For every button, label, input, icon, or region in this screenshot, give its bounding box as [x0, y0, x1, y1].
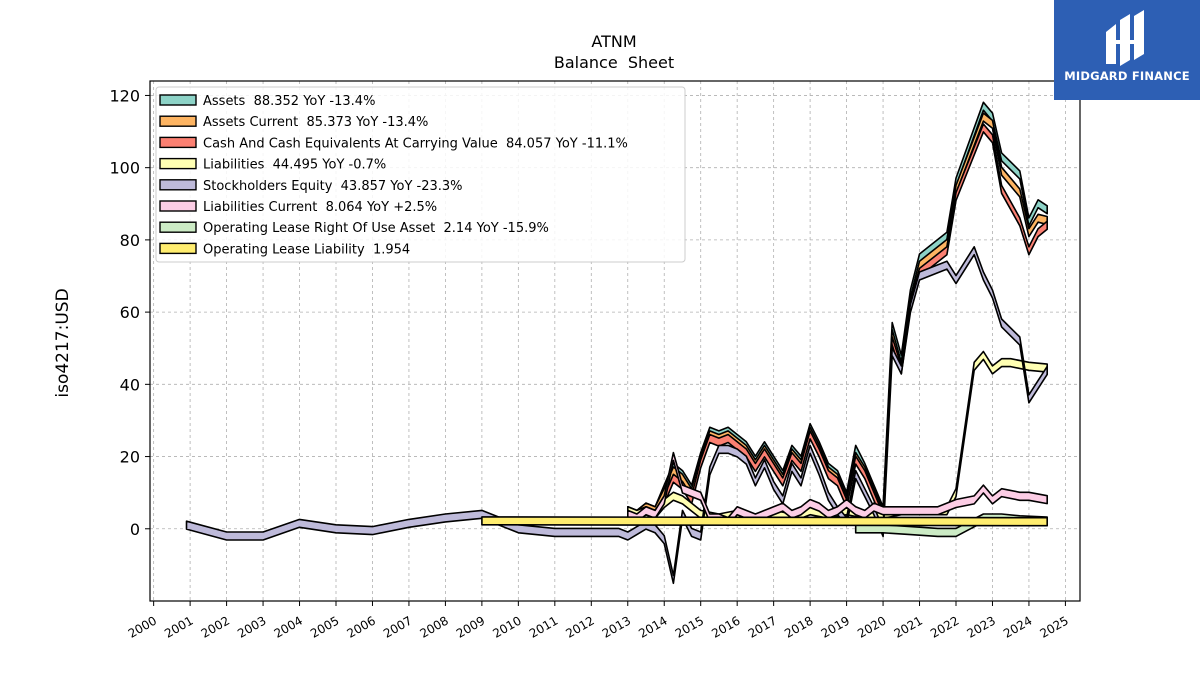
- legend-entry: Liabilities Current 8.064 YoY +2.5%: [203, 200, 437, 215]
- legend-entry: Operating Lease Liability 1.954: [203, 242, 410, 257]
- x-tick-label: 2014: [636, 613, 669, 640]
- series-band-1: [627, 112, 1048, 520]
- series-band-4: [185, 246, 1048, 585]
- series-band-7: [481, 516, 1048, 527]
- x-tick-label: 2021: [892, 613, 925, 640]
- y-tick-label: 100: [109, 159, 140, 178]
- x-tick-label: 2024: [1001, 613, 1034, 640]
- chart-title: ATNM: [591, 32, 636, 51]
- series-group: [185, 101, 1048, 585]
- legend-entry: Operating Lease Right Of Use Asset 2.14 …: [203, 221, 549, 236]
- legend-box: [155, 86, 686, 263]
- x-tick-label: 2025: [1037, 613, 1070, 640]
- x-tick-label: 2023: [965, 613, 998, 640]
- x-tick-label: 2007: [381, 613, 414, 640]
- legend-swatch: [159, 94, 197, 106]
- legend-swatch: [159, 115, 197, 127]
- x-tick-label: 2018: [782, 613, 815, 640]
- plot-frame: [149, 80, 1081, 602]
- y-tick-label: 120: [109, 86, 140, 105]
- x-tick-label: 2019: [819, 613, 852, 640]
- x-tick-label: 2003: [235, 613, 268, 640]
- x-tick-label: 2006: [345, 613, 378, 640]
- legend-entry: Assets 88.352 YoY -13.4%: [203, 94, 375, 109]
- legend-swatch: [159, 221, 197, 233]
- x-tick-label: 2005: [308, 613, 341, 640]
- x-tick-label: 2011: [527, 613, 560, 640]
- x-tick-label: 2009: [454, 613, 487, 640]
- legend-swatch: [159, 242, 197, 255]
- legend-swatch: [159, 157, 197, 170]
- legend-swatch: [159, 179, 197, 191]
- legend-entry: Cash And Cash Equivalents At Carrying Va…: [203, 136, 628, 151]
- x-tick-label: 2022: [928, 613, 961, 640]
- x-tick-label: 2015: [673, 613, 706, 640]
- legend-swatch: [159, 200, 197, 212]
- legend-swatch: [159, 136, 197, 149]
- y-axis-label: iso4217:USD: [53, 288, 73, 397]
- y-tick-label: 40: [120, 375, 140, 394]
- x-tick-label: 2008: [417, 613, 450, 640]
- y-tick-label: 20: [120, 448, 140, 467]
- x-tick-label: 2000: [126, 613, 159, 640]
- x-tick-label: 2016: [709, 613, 742, 640]
- x-tick-label: 2013: [600, 613, 633, 640]
- brand-name: MIDGARD FINANCE: [1064, 69, 1190, 83]
- brand-logo: MIDGARD FINANCE: [1054, 0, 1200, 100]
- x-tick-label: 2001: [162, 613, 195, 640]
- series-band-2: [627, 123, 1048, 523]
- x-tick-label: 2002: [199, 613, 232, 640]
- series-band-0: [627, 101, 1048, 520]
- legend-entry: Liabilities 44.495 YoY -0.7%: [203, 158, 386, 173]
- legend-entry: Assets Current 85.373 YoY -13.4%: [203, 115, 428, 130]
- x-tick-label: 2010: [490, 613, 523, 640]
- legend-entry: Stockholders Equity 43.857 YoY -23.3%: [203, 179, 463, 194]
- logo-mark-icon: [1106, 10, 1144, 66]
- series-band-5: [627, 451, 1048, 527]
- x-tick-label: 2012: [563, 613, 596, 640]
- x-tick-label: 2020: [855, 613, 888, 640]
- y-tick-label: 0: [130, 520, 140, 539]
- y-tick-label: 80: [120, 231, 140, 250]
- y-tick-label: 60: [120, 303, 140, 322]
- legend: Assets 88.352 YoY -13.4% Assets Current 8…: [155, 86, 686, 263]
- chart-subtitle: Balance Sheet: [554, 53, 674, 72]
- x-tick-label: 2017: [746, 613, 779, 640]
- x-tick-label: 2004: [272, 613, 305, 640]
